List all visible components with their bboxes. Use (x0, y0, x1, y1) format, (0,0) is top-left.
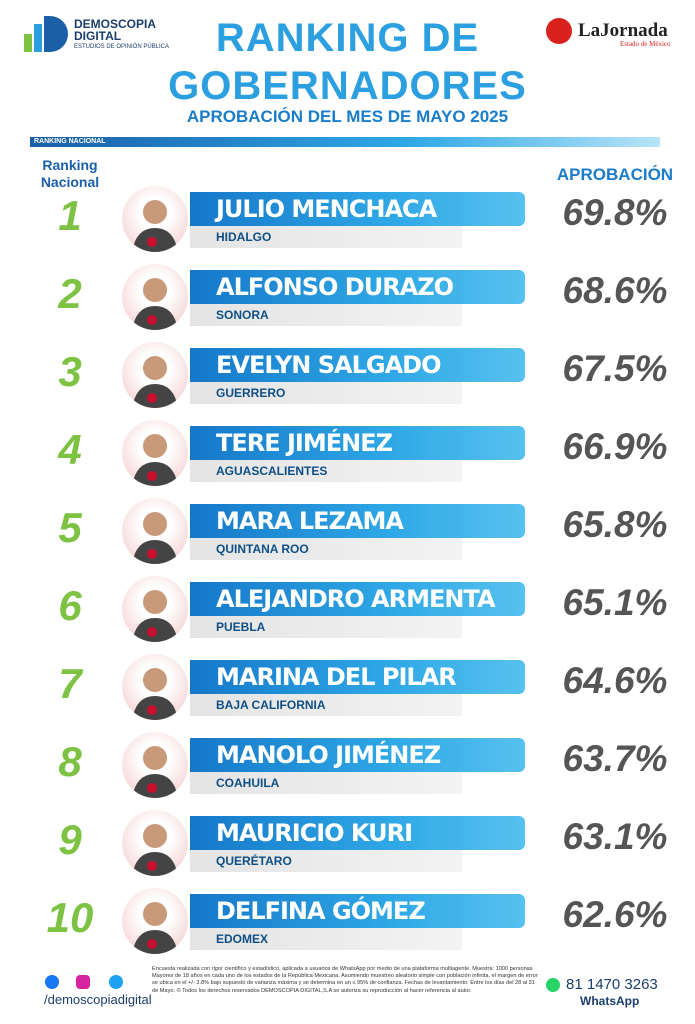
logo-svg (24, 16, 68, 52)
phone-label: WhatsApp (580, 994, 640, 1008)
photo (122, 420, 188, 486)
silhouette (132, 668, 178, 720)
approval-value: 65.1% (562, 582, 668, 623)
name-bar: MANOLO JIMÉNEZ (190, 738, 525, 772)
name-bar: EVELYN SALGADO (190, 348, 525, 382)
partner-icon (546, 18, 572, 44)
brand-name2: DIGITAL (74, 29, 122, 43)
social-svg (45, 975, 123, 989)
silhouette (132, 356, 178, 408)
title-line1: RANKING DE (215, 16, 480, 60)
state-bar: EDOMEX (190, 928, 462, 950)
section-label: RANKING NACIONAL (34, 138, 106, 145)
state-bar: GUERRERO (190, 382, 462, 404)
state-bar: BAJA CALIFORNIA (190, 694, 462, 716)
brand-tagline: ESTUDIOS DE OPINIÓN PÚBLICA (74, 44, 170, 50)
name-bar: MARA LEZAMA (190, 504, 525, 538)
approval-value: 64.6% (562, 660, 668, 701)
rank-number: 6 (58, 582, 82, 629)
name-bar: ALEJANDRO ARMENTA (190, 582, 525, 616)
disclaimer: Encuesta realizada con rigor científico … (152, 966, 538, 994)
photo (122, 186, 188, 252)
state-bar: QUERÉTARO (190, 850, 462, 872)
rank-number: 2 (58, 270, 82, 317)
silhouette (132, 902, 178, 954)
silhouette (132, 278, 178, 330)
brand-name: DEMOSCOPIA (74, 17, 157, 31)
rank-number: 4 (58, 426, 82, 473)
silhouette (132, 200, 178, 252)
approval-value: 69.8% (562, 192, 668, 233)
state-bar: SONORA (190, 304, 462, 326)
social-handle: /demoscopiadigital (44, 992, 152, 1007)
photo (122, 654, 188, 720)
state-bar: COAHUILA (190, 772, 462, 794)
approval-value: 63.7% (562, 738, 668, 779)
approval-value: 65.8% (562, 504, 668, 545)
approval-value: 62.6% (562, 894, 668, 935)
name-bar: ALFONSO DURAZO (190, 270, 525, 304)
photo (122, 576, 188, 642)
rank-number: 1 (58, 192, 82, 239)
photo (122, 732, 188, 798)
rank-header: Ranking Nacional (40, 157, 100, 190)
approval-value: 67.5% (562, 348, 668, 389)
name-bar: DELFINA GÓMEZ (190, 894, 525, 928)
approval-value: 66.9% (562, 426, 668, 467)
silhouette (132, 512, 178, 564)
title-line2: GOBERNADORES (168, 64, 527, 108)
name-bar: MAURICIO KURI (190, 816, 525, 850)
phone: 81 1470 3263 (566, 976, 658, 993)
name-bar: TERE JIMÉNEZ (190, 426, 525, 460)
approval-header: APROBACIÓN (556, 165, 674, 184)
name-bar: JULIO MENCHACA (190, 192, 525, 226)
photo (122, 264, 188, 330)
silhouette (132, 434, 178, 486)
photo (122, 888, 188, 954)
approval-value: 68.6% (562, 270, 668, 311)
photo (122, 498, 188, 564)
subtitle: APROBACIÓN DEL MES DE MAYO 2025 (186, 107, 509, 126)
photo (122, 810, 188, 876)
partner-name: LaJornada (578, 20, 668, 41)
section-bar (30, 137, 660, 147)
social-icons (44, 974, 134, 995)
rank-number: 8 (58, 738, 82, 785)
silhouette (132, 824, 178, 876)
state-bar: HIDALGO (190, 226, 462, 248)
rank-number: 3 (58, 348, 82, 395)
partner-sub: Estado de México (620, 40, 671, 48)
silhouette (132, 746, 178, 798)
rank-number: 5 (58, 504, 82, 551)
name-bar: MARINA DEL PILAR (190, 660, 525, 694)
state-bar: AGUASCALIENTES (190, 460, 462, 482)
state-bar: PUEBLA (190, 616, 462, 638)
rank-number: 7 (58, 660, 82, 707)
brand: DEMOSCOPIA DIGITAL (74, 18, 156, 42)
rank-number: 9 (58, 816, 82, 863)
state-bar: QUINTANA ROO (190, 538, 462, 560)
logo-icon (24, 16, 68, 52)
silhouette (132, 590, 178, 642)
whatsapp-icon (546, 978, 560, 992)
photo (122, 342, 188, 408)
rank-number: 10 (46, 894, 94, 941)
approval-value: 63.1% (562, 816, 668, 857)
